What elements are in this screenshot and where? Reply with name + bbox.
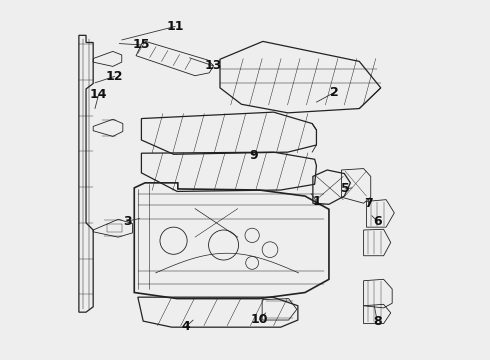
Text: 11: 11 (167, 20, 184, 33)
Text: 9: 9 (249, 149, 258, 162)
Text: 7: 7 (364, 197, 372, 210)
Text: 12: 12 (106, 70, 123, 83)
Text: 13: 13 (204, 59, 221, 72)
Text: 1: 1 (312, 195, 321, 208)
Text: 14: 14 (90, 89, 107, 102)
Text: 5: 5 (341, 183, 349, 195)
Text: 4: 4 (182, 320, 191, 333)
Text: 3: 3 (123, 215, 131, 228)
Text: 10: 10 (250, 313, 268, 326)
Text: 15: 15 (133, 39, 150, 51)
Text: 8: 8 (373, 315, 382, 328)
Text: 6: 6 (373, 215, 382, 228)
Text: 2: 2 (330, 86, 339, 99)
